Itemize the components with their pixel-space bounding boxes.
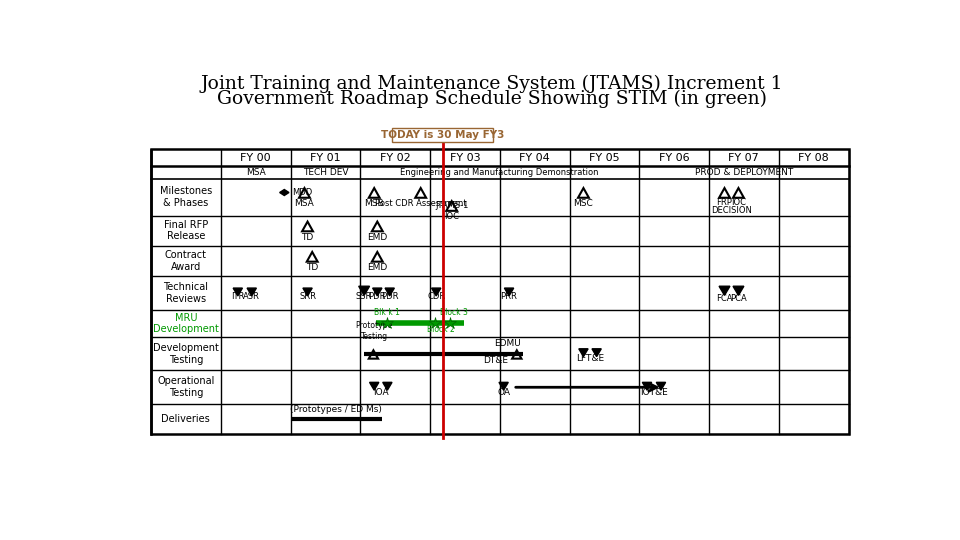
Text: Engineering and Manufacturing Demonstration: Engineering and Manufacturing Demonstrat… [400,168,599,177]
Text: IOC: IOC [731,198,746,207]
Text: Milestones
& Phases: Milestones & Phases [159,186,212,208]
Text: JTAMS-1
IOC: JTAMS-1 IOC [435,201,468,221]
Polygon shape [233,288,243,296]
Text: Block 3: Block 3 [441,308,468,317]
Polygon shape [372,288,382,296]
Text: FY 06: FY 06 [659,153,689,163]
Text: EMD: EMD [367,264,388,272]
Text: DT&E: DT&E [484,356,509,365]
Text: FY 08: FY 08 [799,153,829,163]
Text: Blk k 1: Blk k 1 [374,308,400,317]
Text: FY 04: FY 04 [519,153,550,163]
Text: PRR: PRR [500,292,517,301]
Text: ASR: ASR [243,292,260,301]
Polygon shape [719,286,730,295]
Polygon shape [359,286,370,295]
Polygon shape [383,382,392,390]
Text: TD: TD [301,233,314,242]
Polygon shape [499,382,508,390]
Text: PROD & DEPLOYMENT: PROD & DEPLOYMENT [695,168,793,177]
Text: FY 02: FY 02 [380,153,411,163]
Text: PCA: PCA [730,294,747,303]
Text: FY 00: FY 00 [240,153,271,163]
Polygon shape [579,349,588,356]
Text: PDR: PDR [369,292,386,301]
Text: Block 2: Block 2 [427,325,455,334]
Polygon shape [432,288,441,296]
Text: Development
Testing: Development Testing [153,343,219,364]
Text: FY 03: FY 03 [449,153,480,163]
Text: OA: OA [497,388,510,397]
Polygon shape [657,382,665,390]
Text: MRU
Development: MRU Development [153,313,219,334]
Text: Post CDR Assessment: Post CDR Assessment [375,199,467,208]
Polygon shape [592,349,601,356]
Text: Prototype
Testing: Prototype Testing [355,321,393,341]
Text: EMD: EMD [367,233,388,242]
Text: Contract
Award: Contract Award [165,250,206,272]
Polygon shape [504,288,514,296]
Polygon shape [370,382,379,390]
Text: IOA: IOA [373,388,389,397]
Text: (Prototypes / ED Ms): (Prototypes / ED Ms) [290,406,382,414]
Text: MSA: MSA [295,199,314,208]
Polygon shape [247,288,256,296]
Polygon shape [303,288,312,296]
Text: SRR: SRR [300,292,316,301]
Text: FY 07: FY 07 [729,153,759,163]
Text: CDR: CDR [427,292,445,301]
Text: DECISION: DECISION [711,206,752,214]
Text: FRP: FRP [716,198,732,207]
Text: FY 01: FY 01 [310,153,341,163]
Text: TODAY is 30 May FY3: TODAY is 30 May FY3 [381,130,504,140]
Text: Government Roadmap Schedule Showing STIM (in green): Government Roadmap Schedule Showing STIM… [217,90,767,108]
Text: TECH DEV: TECH DEV [302,168,348,177]
Bar [151,150,849,434]
Text: TD: TD [306,264,319,272]
Text: ITR: ITR [231,292,245,301]
Text: Operational
Testing: Operational Testing [157,376,215,398]
Text: Deliveries: Deliveries [161,414,210,424]
Text: MSA: MSA [246,168,266,177]
Text: MDD: MDD [292,188,312,197]
Text: LFT&E: LFT&E [576,354,604,363]
Text: IOT&E: IOT&E [640,388,668,397]
Text: Technical
Reviews: Technical Reviews [163,282,208,304]
Text: MSB: MSB [365,199,384,208]
Polygon shape [279,190,289,195]
Text: MSC: MSC [573,199,593,208]
Text: FY 05: FY 05 [589,153,620,163]
Text: Final RFP
Release: Final RFP Release [164,220,208,241]
Polygon shape [733,286,744,295]
Polygon shape [385,288,395,296]
Text: SSR: SSR [356,292,372,301]
Text: PDR: PDR [381,292,398,301]
Polygon shape [642,382,652,390]
Text: EDMU: EDMU [494,339,521,348]
FancyBboxPatch shape [393,128,492,142]
Text: Joint Training and Maintenance System (JTAMS) Increment 1: Joint Training and Maintenance System (J… [201,75,783,93]
Text: FCA: FCA [716,294,732,303]
